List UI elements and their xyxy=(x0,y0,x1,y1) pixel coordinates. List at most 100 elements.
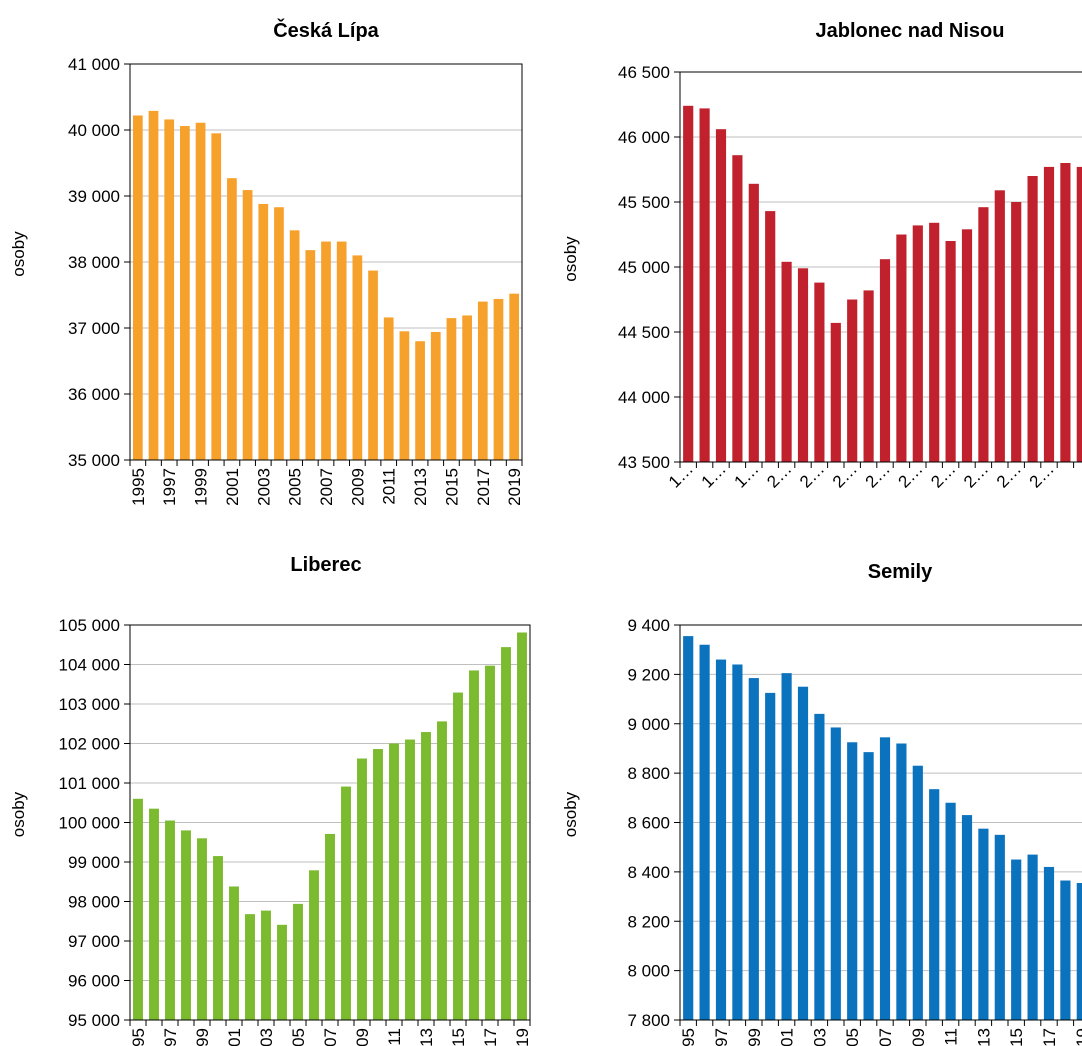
y-tick-label: 40 000 xyxy=(68,121,120,140)
chart-liberec: 95 000 96 000 97 000 98 000 99 000 100 000 101… xyxy=(9,554,532,1046)
x-tick-label: 2… xyxy=(829,459,861,491)
y-tick-label: 103 000 xyxy=(59,695,120,714)
bar-1997 xyxy=(715,129,727,462)
x-tick-label: 2013 xyxy=(411,468,430,506)
bar-2016 xyxy=(1027,854,1038,1020)
y-tick-label: 102 000 xyxy=(59,735,120,754)
y-tick-label: 95 000 xyxy=(68,1011,120,1030)
y-tick-label: 7 800 xyxy=(627,1011,670,1030)
bar-2003 xyxy=(261,910,271,1020)
chart-title: Liberec xyxy=(290,554,361,576)
y-tick-label: 99 000 xyxy=(68,853,120,872)
x-tick-label: 2001 xyxy=(225,1028,244,1046)
y-tick-label: 101 000 xyxy=(59,774,120,793)
bar-2012 xyxy=(961,229,973,462)
x-tick-label: 2003 xyxy=(810,1028,829,1046)
bar-1998 xyxy=(732,155,743,462)
bar-2000 xyxy=(765,692,776,1020)
bar-2008 xyxy=(896,234,907,462)
bar-2002 xyxy=(797,686,809,1020)
x-tick-label: 2… xyxy=(927,459,959,491)
x-tick-label: 2019 xyxy=(1073,1028,1082,1046)
bar-2013 xyxy=(421,732,431,1020)
y-tick-label: 44 000 xyxy=(618,388,670,407)
bar-2001 xyxy=(227,178,237,460)
bar-1995 xyxy=(132,115,143,460)
bar-1998 xyxy=(732,664,743,1020)
y-tick-label: 9 000 xyxy=(627,715,670,734)
bar-2009 xyxy=(357,758,367,1020)
x-tick-label: 1997 xyxy=(161,1028,180,1046)
y-tick-label: 46 000 xyxy=(618,128,670,147)
y-tick-label: 35 000 xyxy=(68,451,120,470)
y-tick-label: 104 000 xyxy=(59,656,120,675)
bar-2019 xyxy=(509,293,520,460)
bar-2008 xyxy=(336,241,347,460)
bar-1997 xyxy=(165,820,175,1020)
x-tick-label: 2019 xyxy=(513,1028,532,1046)
x-tick-label: 2015 xyxy=(1007,1028,1026,1046)
bar-2018 xyxy=(1060,163,1071,462)
y-tick-label: 8 000 xyxy=(627,962,670,981)
y-tick-label: 41 000 xyxy=(68,55,120,74)
y-tick-label: 36 000 xyxy=(68,385,120,404)
bar-2018 xyxy=(493,298,504,460)
bar-2013 xyxy=(978,828,989,1020)
x-tick-label: 2017 xyxy=(474,468,493,506)
bar-2015 xyxy=(453,692,463,1020)
bar-2008 xyxy=(896,743,907,1020)
x-tick-label: 2… xyxy=(796,459,828,491)
bar-2000 xyxy=(765,211,776,462)
bar-2013 xyxy=(415,341,425,460)
bar-1998 xyxy=(181,830,191,1020)
x-tick-label: 2013 xyxy=(417,1028,436,1046)
x-tick-label: 2… xyxy=(1026,459,1058,491)
bar-1995 xyxy=(683,105,694,463)
bar-2014 xyxy=(430,331,441,460)
bar-1995 xyxy=(683,636,694,1020)
y-tick-label: 43 500 xyxy=(618,453,670,472)
bar-2007 xyxy=(325,833,335,1020)
bar-2011 xyxy=(389,743,399,1020)
bar-2003 xyxy=(814,713,825,1020)
chart-title: Semily xyxy=(868,561,933,583)
x-tick-label: 2007 xyxy=(876,1028,895,1046)
bar-1996 xyxy=(148,110,159,461)
bar-2001 xyxy=(781,261,792,462)
bar-2006 xyxy=(309,870,319,1020)
bar-2010 xyxy=(929,789,940,1020)
bar-1999 xyxy=(748,678,759,1020)
y-tick-label: 46 500 xyxy=(618,63,670,82)
x-tick-label: 2003 xyxy=(254,468,273,506)
bar-2003 xyxy=(258,203,269,461)
x-tick-label: 1999 xyxy=(192,468,211,506)
bar-2019 xyxy=(1076,882,1082,1020)
y-axis-label: osoby xyxy=(9,231,28,277)
x-tick-label: 2003 xyxy=(257,1028,276,1046)
x-tick-label: 2001 xyxy=(223,468,242,506)
bar-2000 xyxy=(213,856,223,1020)
bar-2008 xyxy=(341,786,351,1020)
bar-2004 xyxy=(277,924,287,1020)
bar-2010 xyxy=(373,749,383,1020)
bar-2011 xyxy=(945,241,956,462)
chart-title: Česká Lípa xyxy=(273,18,379,42)
y-tick-label: 8 800 xyxy=(627,764,670,783)
bar-2006 xyxy=(863,752,874,1020)
bar-2007 xyxy=(879,737,891,1020)
chart-semily: 7 800 8 000 8 200 8 400 8 600 8 800 9 000 9 200… xyxy=(561,561,1082,1046)
x-tick-label: 1… xyxy=(730,459,762,491)
bar-2009 xyxy=(912,225,923,462)
y-tick-label: 9 400 xyxy=(627,616,670,635)
bar-2018 xyxy=(501,647,511,1020)
x-tick-label: 1995 xyxy=(679,1028,698,1046)
bar-2016 xyxy=(462,315,472,460)
bar-2002 xyxy=(797,268,809,462)
y-tick-label: 44 500 xyxy=(618,323,670,342)
bar-2006 xyxy=(305,250,316,460)
x-tick-label: 2007 xyxy=(321,1028,340,1046)
bar-2005 xyxy=(847,299,858,462)
bar-1998 xyxy=(180,126,190,460)
bar-2011 xyxy=(383,317,394,460)
